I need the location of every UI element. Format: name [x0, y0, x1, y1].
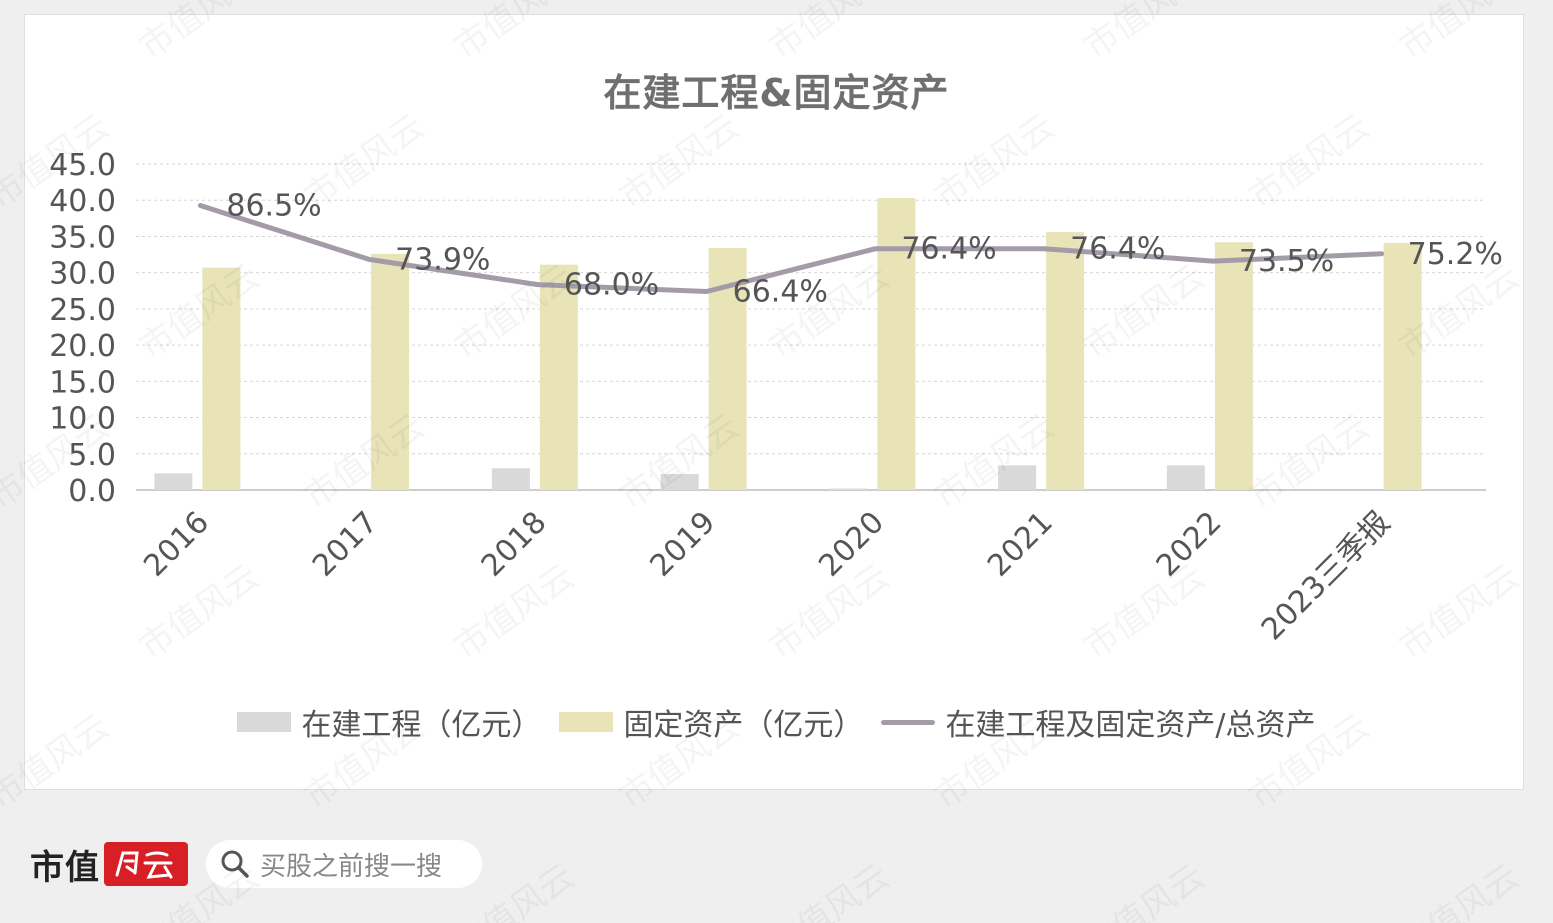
bar-construction [154, 473, 193, 490]
search-icon[interactable] [220, 849, 250, 879]
footer-bar: 市值 买股之前搜一搜 [30, 838, 482, 890]
legend-item-fixed-assets: 固定资产（亿元） [559, 700, 863, 744]
y-tick-label: 20.0 [49, 329, 116, 364]
x-tick-label: 2016 [137, 505, 216, 584]
data-label-ratio: 75.2% [1408, 237, 1503, 272]
data-label-ratio: 73.5% [1239, 244, 1334, 279]
bar-construction [829, 488, 868, 490]
fengyun-logo[interactable] [104, 842, 188, 886]
y-tick-label: 45.0 [49, 148, 116, 183]
data-label-ratio: 66.4% [733, 274, 828, 309]
bar-fixed-assets [539, 264, 578, 490]
x-tick-label: 2018 [475, 505, 554, 584]
line-ratio [197, 203, 1385, 294]
data-label-ratio: 76.4% [1070, 232, 1165, 267]
bar-fixed-assets [1214, 242, 1253, 490]
x-tick-label: 2020 [812, 505, 891, 584]
brand-name[interactable]: 市值 [30, 847, 100, 888]
legend-swatch-ratio [881, 719, 936, 725]
bar-construction [491, 468, 530, 490]
x-tick-label: 2023三季报 [1255, 505, 1397, 647]
chart-title: 在建工程&固定资产 [603, 71, 950, 115]
legend-label-construction: 在建工程（亿元） [301, 708, 542, 743]
bar-fixed-assets [371, 253, 410, 490]
y-tick-label: 5.0 [68, 438, 116, 473]
y-tick-label: 15.0 [49, 365, 116, 400]
x-tick-label: 2021 [981, 505, 1060, 584]
data-label-ratio: 86.5% [226, 188, 321, 223]
x-tick-label: 2022 [1150, 505, 1229, 584]
x-tick-label: 2019 [644, 505, 723, 584]
chart-card [24, 14, 1524, 790]
search-placeholder[interactable]: 买股之前搜一搜 [260, 851, 443, 882]
legend-swatch-fixed-assets [559, 712, 614, 732]
bar-construction [998, 465, 1037, 490]
data-label-ratio: 73.9% [395, 242, 490, 277]
y-tick-label: 40.0 [49, 184, 116, 219]
data-label-ratio: 76.4% [901, 232, 996, 267]
y-tick-label: 35.0 [49, 220, 116, 255]
fengyun-logo-glyph [115, 851, 173, 879]
legend-label-fixed-assets: 固定资产（亿元） [623, 708, 864, 743]
y-tick-label: 25.0 [49, 293, 116, 328]
data-label-ratio: 68.0% [564, 268, 659, 303]
y-tick-label: 30.0 [49, 257, 116, 292]
legend-item-ratio: 在建工程及固定资产/总资产 [881, 700, 1316, 744]
bar-construction [1166, 465, 1205, 490]
legend-swatch-construction [237, 712, 292, 732]
y-tick-label: 0.0 [68, 474, 116, 509]
chart-legend: 在建工程（亿元） 固定资产（亿元） 在建工程及固定资产/总资产 [0, 700, 1553, 744]
y-tick-label: 10.0 [49, 402, 116, 437]
x-tick-label: 2017 [306, 505, 385, 584]
bar-construction [660, 474, 699, 490]
search-box[interactable]: 买股之前搜一搜 [206, 840, 482, 888]
legend-label-ratio: 在建工程及固定资产/总资产 [945, 708, 1316, 743]
bar-fixed-assets [1383, 242, 1422, 490]
legend-item-construction: 在建工程（亿元） [237, 700, 541, 744]
bar-fixed-assets [1046, 232, 1085, 490]
bar-fixed-assets [202, 267, 241, 490]
